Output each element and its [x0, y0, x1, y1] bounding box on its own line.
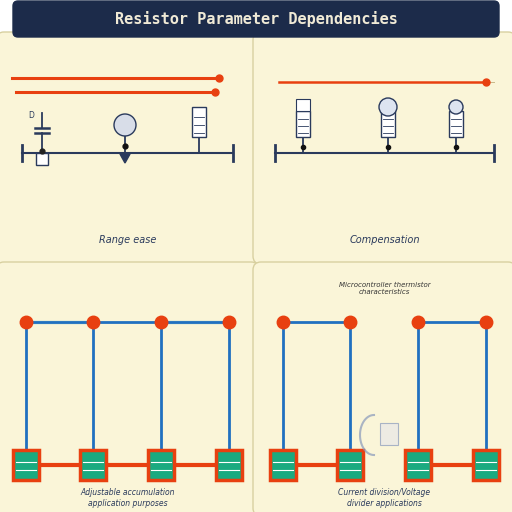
Bar	[80, 450, 106, 480]
Text: Compensation: Compensation	[349, 235, 420, 245]
Text: Resistor Parameter Dependencies: Resistor Parameter Dependencies	[115, 11, 397, 27]
FancyBboxPatch shape	[13, 1, 499, 37]
Bar	[36, 153, 48, 165]
Text: Range ease: Range ease	[99, 235, 156, 245]
Bar	[449, 111, 463, 137]
Text: D: D	[28, 111, 34, 120]
Bar	[148, 450, 174, 480]
Text: Current division/Voltage
divider applications: Current division/Voltage divider applica…	[338, 488, 431, 508]
Bar	[216, 450, 242, 480]
Text: Adjustable accumulation
application purposes: Adjustable accumulation application purp…	[80, 488, 175, 508]
FancyBboxPatch shape	[0, 262, 259, 512]
Bar	[381, 111, 395, 137]
FancyBboxPatch shape	[253, 32, 512, 264]
Bar	[296, 99, 310, 111]
FancyBboxPatch shape	[253, 262, 512, 512]
Circle shape	[114, 114, 136, 136]
Polygon shape	[120, 154, 130, 163]
FancyBboxPatch shape	[0, 32, 259, 264]
Bar	[270, 450, 296, 480]
Bar	[380, 423, 398, 445]
Bar	[192, 107, 206, 137]
Bar	[405, 450, 431, 480]
Circle shape	[449, 100, 463, 114]
Bar	[337, 450, 363, 480]
Bar	[296, 111, 310, 137]
Circle shape	[379, 98, 397, 116]
Bar	[473, 450, 499, 480]
Bar	[13, 450, 39, 480]
Text: Microcontroller thermistor
characteristics: Microcontroller thermistor characteristi…	[338, 282, 430, 295]
